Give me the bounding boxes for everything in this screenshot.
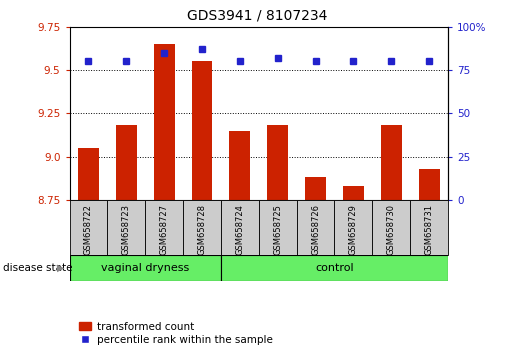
Text: GSM658731: GSM658731 [425,204,434,255]
Bar [372,200,410,255]
Bar [419,169,439,200]
Bar [183,200,221,255]
Bar [230,131,250,200]
Bar [259,200,297,255]
Bar [410,200,448,255]
Bar [107,200,145,255]
Text: GSM658726: GSM658726 [311,204,320,255]
Text: GDS3941 / 8107234: GDS3941 / 8107234 [187,9,328,23]
Text: GSM658723: GSM658723 [122,204,131,255]
Text: GSM658727: GSM658727 [160,204,168,255]
Bar [267,125,288,200]
Bar [192,61,212,200]
Bar [343,186,364,200]
Text: GSM658724: GSM658724 [235,204,244,255]
Bar [221,200,259,255]
Bar [116,125,136,200]
Bar [297,200,335,255]
Bar [221,255,448,281]
Text: control: control [315,263,354,273]
Bar [335,200,372,255]
Text: GSM658722: GSM658722 [84,204,93,255]
Bar [381,125,402,200]
Text: disease state: disease state [3,263,72,273]
Legend: transformed count, percentile rank within the sample: transformed count, percentile rank withi… [75,317,277,349]
Text: ▶: ▶ [57,263,64,273]
Bar [145,200,183,255]
Text: GSM658729: GSM658729 [349,204,358,255]
Bar [70,200,107,255]
Bar [305,177,326,200]
Text: GSM658728: GSM658728 [198,204,207,255]
Text: GSM658725: GSM658725 [273,204,282,255]
Bar [70,255,221,281]
Bar [154,44,175,200]
Text: vaginal dryness: vaginal dryness [101,263,190,273]
Text: GSM658730: GSM658730 [387,204,396,255]
Bar [78,148,99,200]
